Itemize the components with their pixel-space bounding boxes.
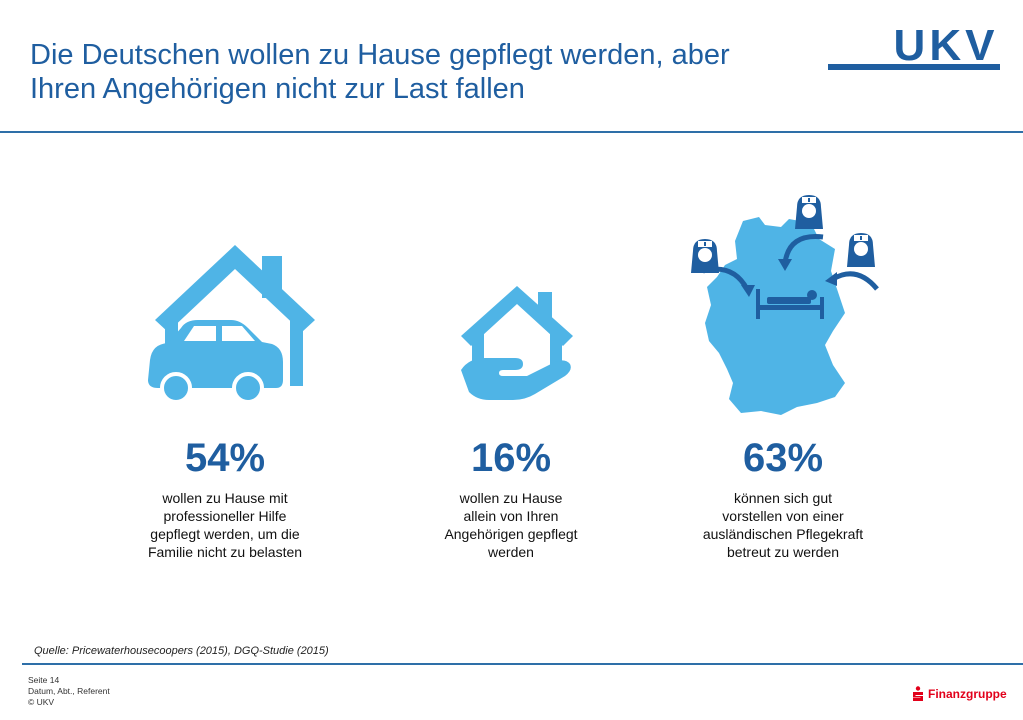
desc-line: ausländischen Pflegekraft bbox=[702, 526, 864, 542]
stat-percent-home-relatives: 16% bbox=[470, 436, 552, 480]
title-line-2: Ihren Angehörigen nicht zur Last fallen bbox=[30, 73, 525, 105]
footer-meta: Datum, Abt., Referent bbox=[28, 686, 110, 696]
page-title: Die Deutschen wollen zu Hause gepflegt w… bbox=[30, 38, 810, 106]
desc-line: wollen zu Hause bbox=[459, 490, 563, 506]
page-number: Seite 14 bbox=[28, 675, 60, 685]
copyright: © UKV bbox=[28, 697, 55, 707]
desc-line: können sich gut bbox=[733, 490, 833, 506]
stat-percent-foreign-caregiver: 63% bbox=[742, 436, 824, 480]
desc-line: vorstellen von einer bbox=[722, 508, 844, 524]
desc-line: allein von Ihren bbox=[463, 508, 559, 524]
germany-caregivers-icon bbox=[691, 195, 879, 415]
caregiver-right bbox=[847, 233, 875, 267]
stat-description-home-professional: wollen zu Hause mit professioneller Hilf… bbox=[105, 489, 345, 561]
desc-line: werden bbox=[488, 544, 534, 560]
caregiver-left bbox=[691, 239, 719, 273]
desc-line: Familie nicht zu belasten bbox=[147, 544, 303, 560]
caregiver-top bbox=[795, 195, 823, 229]
desc-line: betreut zu werden bbox=[726, 544, 840, 560]
header-divider bbox=[0, 131, 1023, 133]
house-hand-icon bbox=[461, 286, 573, 400]
desc-line: gepflegt werden, um die bbox=[150, 526, 300, 542]
stat-percent-home-professional: 54% bbox=[184, 436, 266, 480]
footer-divider bbox=[22, 663, 1023, 665]
finanzgruppe-label: Finanzgruppe bbox=[928, 687, 1007, 701]
desc-line: wollen zu Hause mit bbox=[162, 490, 288, 506]
sparkasse-s-icon bbox=[913, 686, 923, 701]
source-citation: Quelle: Pricewaterhousecoopers (2015), D… bbox=[34, 645, 329, 657]
sparkasse-finanzgruppe-logo: Finanzgruppe bbox=[912, 686, 1007, 702]
house-car-icon bbox=[148, 245, 315, 404]
ukv-logo: UKV bbox=[828, 21, 1000, 70]
desc-line: professioneller Hilfe bbox=[163, 508, 287, 524]
footer-info: Seite 14 Datum, Abt., Referent © UKV bbox=[28, 675, 110, 708]
stat-description-foreign-caregiver: können sich gut vorstellen von einer aus… bbox=[663, 489, 903, 561]
desc-line: Angehörigen gepflegt bbox=[444, 526, 578, 542]
svg-text:UKV: UKV bbox=[894, 21, 999, 70]
title-line-1: Die Deutschen wollen zu Hause gepflegt w… bbox=[30, 39, 730, 71]
stat-description-home-relatives: wollen zu Hause allein von Ihren Angehör… bbox=[391, 489, 631, 561]
